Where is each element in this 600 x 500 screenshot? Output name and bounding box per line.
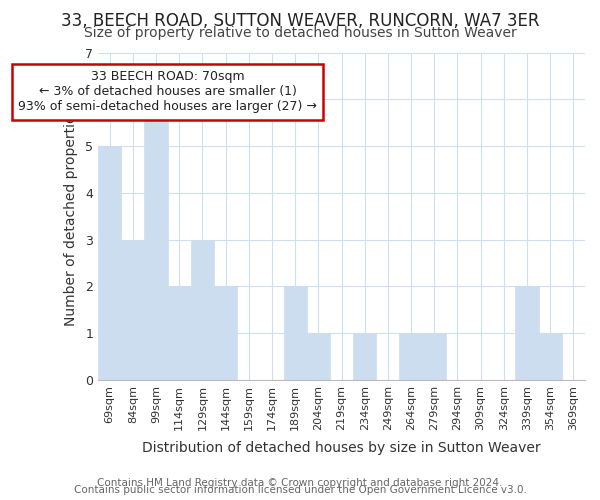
Bar xyxy=(98,146,121,380)
Bar xyxy=(353,333,376,380)
Bar xyxy=(284,286,307,380)
Text: Contains HM Land Registry data © Crown copyright and database right 2024.: Contains HM Land Registry data © Crown c… xyxy=(97,478,503,488)
Bar xyxy=(307,333,330,380)
Bar xyxy=(515,286,539,380)
Bar xyxy=(191,240,214,380)
Y-axis label: Number of detached properties: Number of detached properties xyxy=(64,107,78,326)
Bar xyxy=(145,100,167,380)
Bar xyxy=(214,286,237,380)
Text: 33, BEECH ROAD, SUTTON WEAVER, RUNCORN, WA7 3ER: 33, BEECH ROAD, SUTTON WEAVER, RUNCORN, … xyxy=(61,12,539,30)
Bar xyxy=(400,333,422,380)
Text: 33 BEECH ROAD: 70sqm
← 3% of detached houses are smaller (1)
93% of semi-detache: 33 BEECH ROAD: 70sqm ← 3% of detached ho… xyxy=(18,70,317,114)
Text: Contains public sector information licensed under the Open Government Licence v3: Contains public sector information licen… xyxy=(74,485,526,495)
Bar xyxy=(121,240,145,380)
Text: Size of property relative to detached houses in Sutton Weaver: Size of property relative to detached ho… xyxy=(83,26,517,40)
Bar xyxy=(422,333,446,380)
X-axis label: Distribution of detached houses by size in Sutton Weaver: Distribution of detached houses by size … xyxy=(142,441,541,455)
Bar xyxy=(539,333,562,380)
Bar xyxy=(167,286,191,380)
